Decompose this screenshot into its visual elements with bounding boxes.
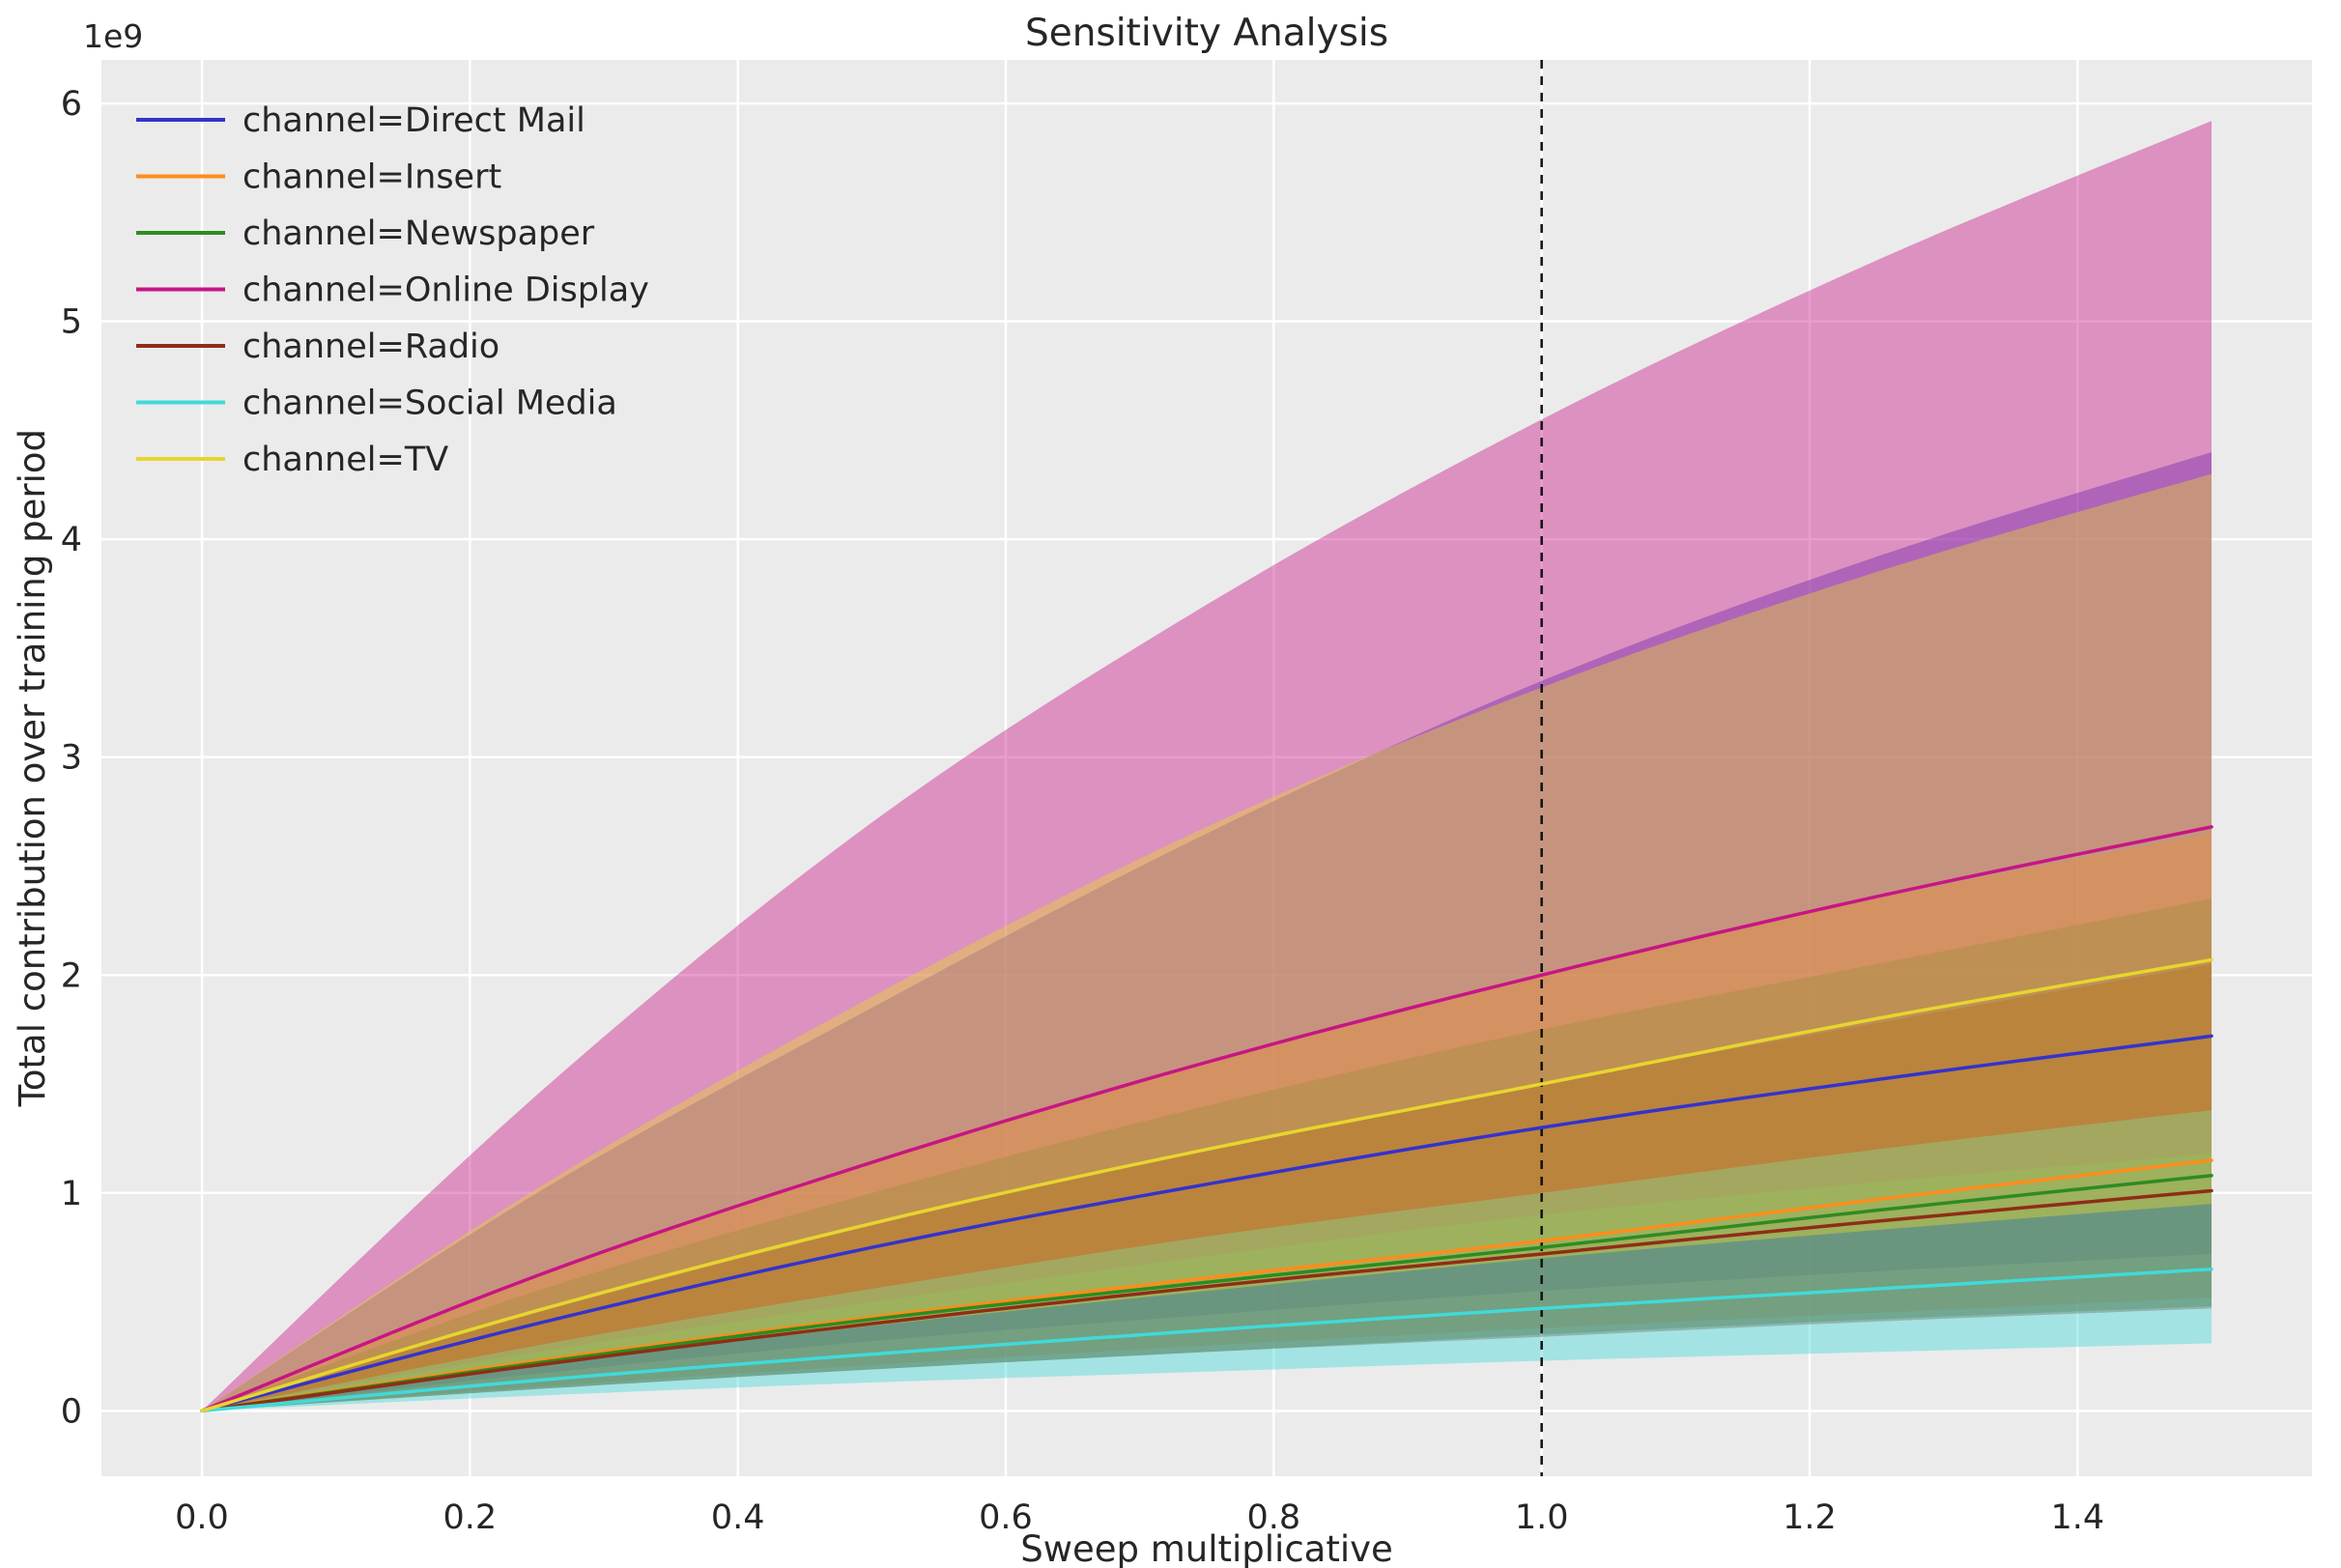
legend-item: channel=TV [136, 441, 448, 479]
y-tick-label: 1 [61, 1175, 82, 1213]
y-tick-label: 2 [61, 956, 82, 995]
legend-item: channel=Direct Mail [136, 101, 585, 140]
x-tick-label: 0.4 [711, 1498, 765, 1537]
legend-label: channel=Newspaper [243, 214, 595, 253]
line-channel=Newspaper [200, 1174, 2213, 1413]
y-tick-label: 4 [61, 521, 82, 559]
x-tick-label: 1.2 [1783, 1498, 1837, 1537]
y-tick-label: 6 [61, 85, 82, 124]
band-channel=TV [202, 473, 2212, 1411]
y-tick-label: 5 [61, 303, 82, 342]
line-channel=Radio [200, 1188, 2213, 1413]
y-axis-offset-label: 1e9 [83, 17, 144, 55]
line-channel=Insert [200, 1158, 2213, 1413]
x-tick-label: 1.0 [1515, 1498, 1569, 1537]
x-tick-label: 1.4 [2050, 1498, 2104, 1537]
y-tick-label: 3 [61, 739, 82, 778]
x-tick-label: 0.6 [979, 1498, 1033, 1537]
legend-label: channel=Online Display [243, 271, 649, 310]
legend-label: channel=Social Media [243, 385, 617, 423]
legend-label: channel=Radio [243, 328, 500, 366]
band-channel=Direct Mail [202, 452, 2212, 1411]
legend-item: channel=Online Display [136, 271, 649, 310]
x-tick-label: 0.0 [175, 1498, 229, 1537]
line-channel=Social Media [200, 1267, 2213, 1413]
x-tick-label: 0.8 [1246, 1498, 1300, 1537]
y-axis-label-wrap: Total contribution over training period [0, 60, 64, 1476]
y-tick-label: 0 [61, 1392, 82, 1431]
legend-label: channel=TV [243, 441, 448, 479]
x-tick-label: 0.2 [443, 1498, 497, 1537]
line-channel=Online Display [200, 825, 2213, 1413]
x-axis-label: Sweep multiplicative [1020, 1528, 1393, 1568]
chart-title: Sensitivity Analysis [1024, 12, 1389, 55]
legend-item: channel=Insert [136, 158, 501, 197]
line-channel=Direct Mail [200, 1034, 2213, 1413]
y-axis-label: Total contribution over training period [11, 429, 53, 1107]
line-channel=TV [200, 957, 2213, 1413]
band-channel=Online Display [202, 121, 2212, 1411]
legend-label: channel=Direct Mail [243, 101, 585, 140]
legend-item: channel=Newspaper [136, 214, 595, 253]
legend-item: channel=Social Media [136, 385, 617, 423]
legend-label: channel=Insert [243, 158, 501, 197]
band-channel=Social Media [202, 1110, 2212, 1411]
legend-item: channel=Radio [136, 328, 500, 366]
